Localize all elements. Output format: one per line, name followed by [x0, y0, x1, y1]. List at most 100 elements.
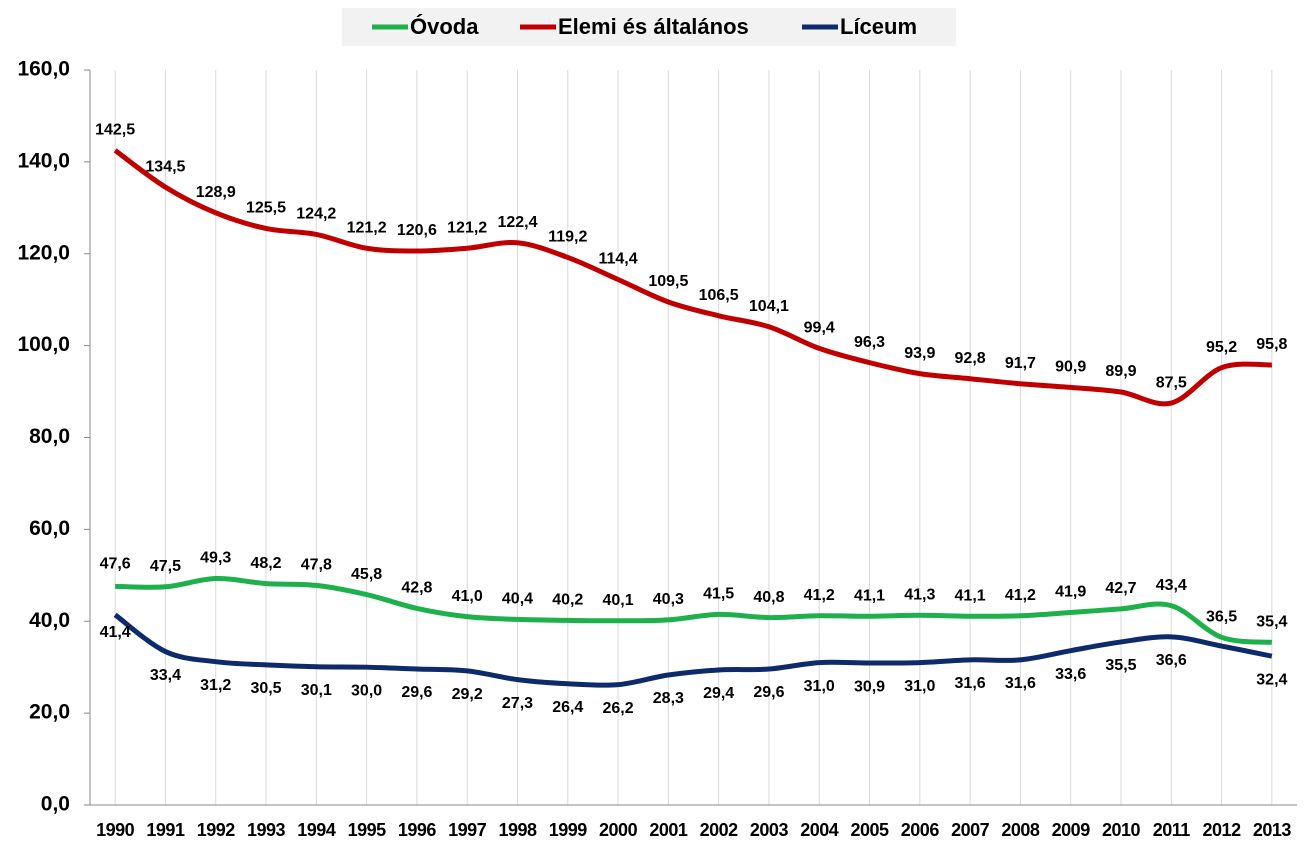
data-label: 120,6	[397, 222, 437, 239]
data-label: 41,0	[452, 588, 483, 605]
data-label: 114,4	[598, 251, 637, 268]
y-tick-label: 80,0	[29, 425, 70, 448]
data-label: 36,5	[1206, 609, 1237, 626]
data-label: 40,8	[753, 589, 784, 606]
data-label: 41,9	[1055, 584, 1086, 601]
data-label: 90,9	[1055, 359, 1086, 376]
data-label: 31,6	[1005, 675, 1036, 692]
x-tick-label: 2001	[649, 820, 688, 840]
y-tick-label: 120,0	[17, 241, 70, 264]
x-tick-label: 2003	[750, 820, 789, 840]
data-label: 47,8	[301, 557, 332, 574]
x-tick-label: 2005	[850, 820, 889, 840]
legend-label: Líceum	[840, 14, 917, 39]
x-tick-label: 2000	[599, 820, 638, 840]
data-label: 29,2	[452, 686, 483, 703]
data-label: 41,5	[703, 586, 734, 603]
x-tick-label: 2004	[800, 820, 839, 840]
data-label: 92,8	[955, 350, 986, 367]
y-tick-label: 40,0	[29, 609, 70, 632]
data-label: 128,9	[196, 184, 236, 201]
legend-label: Elemi és általános	[558, 14, 749, 39]
data-label: 142,5	[95, 122, 135, 139]
data-label: 30,1	[301, 682, 332, 699]
data-label: 45,8	[351, 566, 382, 583]
data-label: 119,2	[548, 229, 587, 246]
data-label: 96,3	[854, 334, 885, 351]
data-label: 89,9	[1105, 363, 1136, 380]
x-tick-label: 1991	[146, 820, 185, 840]
data-label: 33,6	[1055, 666, 1086, 683]
x-tick-label: 2012	[1203, 820, 1242, 840]
data-label: 29,6	[753, 684, 784, 701]
data-label: 26,4	[552, 699, 583, 716]
data-label: 125,5	[246, 200, 286, 217]
y-tick-label: 140,0	[17, 149, 70, 172]
data-label: 28,3	[653, 690, 684, 707]
data-label: 93,9	[904, 345, 935, 362]
data-label: 95,2	[1206, 339, 1237, 356]
x-tick-label: 2013	[1253, 820, 1292, 840]
data-label: 40,2	[552, 592, 583, 609]
x-tick-label: 2006	[901, 820, 940, 840]
data-label: 40,3	[653, 591, 684, 608]
data-label: 43,4	[1156, 577, 1187, 594]
data-label: 106,5	[699, 287, 739, 304]
data-label: 31,0	[904, 678, 935, 695]
data-label: 87,5	[1156, 374, 1187, 391]
x-tick-label: 1992	[197, 820, 236, 840]
data-label: 41,4	[100, 624, 131, 641]
data-label: 30,9	[854, 678, 885, 695]
data-label: 91,7	[1005, 355, 1036, 372]
legend-box	[342, 8, 956, 46]
data-label: 99,4	[804, 320, 835, 337]
data-label: 32,4	[1256, 671, 1287, 688]
data-label: 41,1	[854, 587, 885, 604]
data-label: 49,3	[200, 550, 231, 567]
x-tick-label: 1996	[398, 820, 437, 840]
data-label: 30,5	[250, 680, 281, 697]
x-tick-label: 2007	[951, 820, 990, 840]
data-label: 121,2	[447, 219, 487, 236]
data-label: 29,6	[401, 684, 432, 701]
data-label: 109,5	[648, 273, 688, 290]
data-label: 35,4	[1256, 614, 1287, 631]
data-label: 33,4	[150, 667, 181, 684]
series-line	[113, 148, 1272, 407]
data-label: 31,6	[955, 675, 986, 692]
series-line	[113, 612, 1273, 688]
y-tick-label: 60,0	[29, 517, 70, 540]
x-tick-label: 1990	[96, 820, 135, 840]
data-label: 121,2	[347, 219, 387, 236]
x-tick-label: 1998	[498, 820, 537, 840]
data-label: 35,5	[1105, 657, 1136, 674]
data-label: 29,4	[703, 685, 734, 702]
data-label: 36,6	[1156, 652, 1187, 669]
data-label: 31,0	[804, 678, 835, 695]
data-label: 41,3	[904, 586, 935, 603]
data-label: 26,2	[602, 700, 633, 717]
data-label: 40,4	[502, 591, 533, 608]
data-label: 42,7	[1105, 580, 1136, 597]
y-tick-label: 100,0	[17, 333, 70, 356]
data-label: 31,2	[200, 677, 231, 694]
y-tick-label: 0,0	[41, 793, 70, 816]
x-tick-label: 2002	[700, 820, 739, 840]
y-tick-label: 20,0	[29, 701, 70, 724]
data-label: 41,2	[1005, 587, 1036, 604]
x-tick-label: 2009	[1052, 820, 1091, 840]
data-label: 30,0	[351, 682, 382, 699]
data-label: 47,5	[150, 558, 181, 575]
x-tick-label: 2011	[1153, 820, 1191, 840]
x-tick-label: 2008	[1001, 820, 1040, 840]
data-label: 27,3	[502, 695, 533, 712]
data-label: 41,2	[804, 587, 835, 604]
data-label: 122,4	[497, 214, 537, 231]
x-tick-label: 1993	[247, 820, 286, 840]
x-tick-label: 1995	[348, 820, 387, 840]
x-tick-label: 1999	[549, 820, 588, 840]
data-label: 124,2	[296, 206, 336, 223]
data-label: 42,8	[401, 580, 432, 597]
data-label: 41,1	[955, 587, 986, 604]
